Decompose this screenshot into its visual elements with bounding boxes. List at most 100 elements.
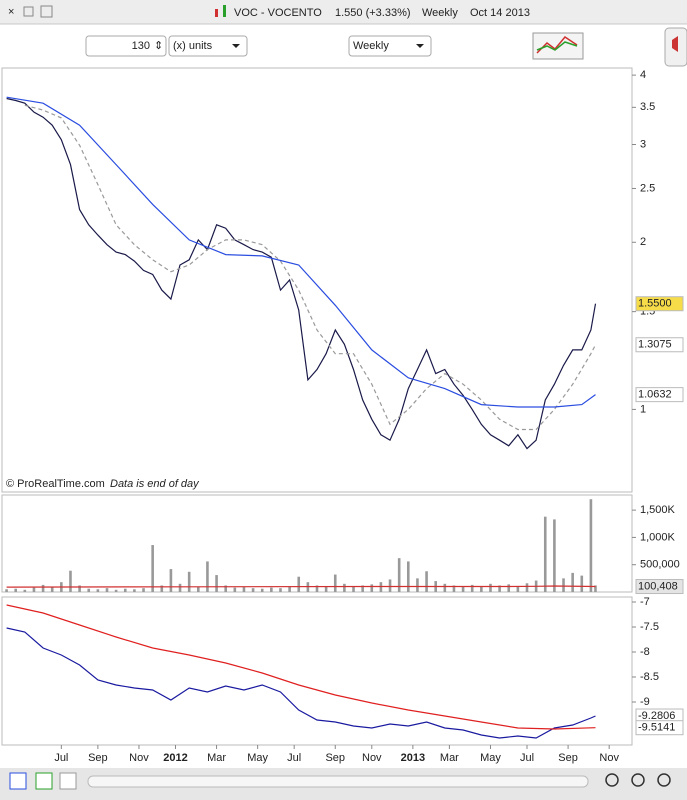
volume-bar xyxy=(260,588,264,592)
series-line xyxy=(6,96,596,408)
volume-bar xyxy=(525,583,529,592)
volume-bar xyxy=(160,585,164,592)
volume-bar xyxy=(187,571,191,592)
panel-frame xyxy=(1,494,633,593)
x-tick-label: Nov xyxy=(129,752,149,764)
volume-bar xyxy=(470,584,474,592)
title-bar xyxy=(0,0,687,24)
period: Weekly xyxy=(422,7,458,19)
volume-bar xyxy=(543,516,547,592)
y-tick-label: -8 xyxy=(640,646,650,658)
volume-bar xyxy=(142,588,145,592)
volume-bar xyxy=(589,499,593,592)
end-label: 1.3075 xyxy=(638,339,672,351)
volume-bar xyxy=(416,578,419,592)
symbol: VOC - VOCENTO xyxy=(234,7,322,19)
volume-bar xyxy=(197,586,200,592)
volume-bar xyxy=(178,583,182,592)
zoom-in-button[interactable] xyxy=(657,773,671,787)
units-count: 130 xyxy=(132,40,150,52)
volume-bar xyxy=(14,588,17,592)
volume-bar xyxy=(78,585,81,592)
units-count-input[interactable] xyxy=(85,35,167,57)
volume-bar xyxy=(297,576,301,592)
end-label-box xyxy=(635,337,684,353)
end-label: -9.5141 xyxy=(638,722,675,734)
volume-bar xyxy=(461,586,465,592)
end-label: 1.0632 xyxy=(638,389,672,401)
volume-bar xyxy=(594,585,597,592)
tool-button[interactable] xyxy=(59,772,77,790)
end-label: 100,408 xyxy=(638,580,678,592)
y-tick-label: 2 xyxy=(640,236,646,248)
y-tick-label: -7 xyxy=(640,596,650,608)
x-tick-label: Jul xyxy=(287,752,301,764)
x-tick-label: May xyxy=(480,752,501,764)
volume-bar xyxy=(580,575,584,592)
units: (x) units xyxy=(173,40,213,52)
volume-bar xyxy=(498,585,501,592)
y-tick-label: 3.5 xyxy=(640,101,655,113)
end-label-box xyxy=(635,387,684,403)
close-button[interactable]: × xyxy=(8,6,14,18)
y-tick-label: 1,000K xyxy=(640,531,676,543)
y-tick-label: 1 xyxy=(640,403,646,415)
volume-bar xyxy=(215,575,218,592)
volume-bar xyxy=(279,588,282,592)
x-tick-label: 2012 xyxy=(163,752,187,764)
x-tick-label: Mar xyxy=(207,752,226,764)
volume-bar xyxy=(87,588,91,592)
y-tick-label: 1,500K xyxy=(640,504,676,516)
y-tick-label: -7.5 xyxy=(640,621,659,633)
volume-bar xyxy=(123,588,127,592)
volume-bar xyxy=(23,589,27,592)
zoom-button[interactable] xyxy=(605,773,619,787)
volume-bar xyxy=(206,561,209,592)
minimize-button[interactable] xyxy=(23,6,34,17)
y-tick-label: 500,000 xyxy=(640,559,680,571)
volume-bar xyxy=(69,570,72,592)
volume-bar xyxy=(288,586,291,592)
y-tick-label: -8.5 xyxy=(640,671,659,683)
volume-bar xyxy=(114,589,118,592)
x-tick-label: Jul xyxy=(54,752,68,764)
volume-bar xyxy=(242,587,246,592)
zoom-out-button[interactable] xyxy=(631,773,645,787)
scrollbar[interactable] xyxy=(87,775,589,788)
volume-bar xyxy=(233,587,237,592)
timeframe-dropdown[interactable] xyxy=(348,35,432,57)
volume-bar xyxy=(352,586,355,592)
series-line xyxy=(24,104,597,431)
y-tick-label: 3 xyxy=(640,138,646,150)
volume-bar xyxy=(324,586,328,592)
annotation: © ProRealTime.com xyxy=(6,478,105,490)
series-line xyxy=(6,604,596,730)
stepper[interactable]: ⇕ xyxy=(154,40,163,52)
y-tick-label: 2.5 xyxy=(640,182,655,194)
candle-icon xyxy=(223,5,226,17)
volume-bar xyxy=(5,589,8,592)
tab-icon xyxy=(672,36,678,52)
dropdown-arrow xyxy=(232,44,240,48)
units-dropdown[interactable] xyxy=(168,35,248,57)
tool-button[interactable] xyxy=(35,772,53,790)
indicator-icon xyxy=(536,41,578,51)
volume-bar xyxy=(452,585,456,592)
series-line xyxy=(6,627,596,739)
end-label-box xyxy=(635,579,684,595)
volume-bar xyxy=(41,584,45,592)
volume-bar xyxy=(443,583,447,592)
volume-bar xyxy=(315,585,319,592)
end-label-box xyxy=(635,720,684,736)
volume-bar xyxy=(343,583,346,592)
volume-bar xyxy=(133,589,136,592)
x-tick-label: 2013 xyxy=(401,752,425,764)
tool-button[interactable] xyxy=(9,772,27,790)
x-tick-label: Sep xyxy=(88,752,108,764)
series-line xyxy=(6,585,596,588)
volume-bar xyxy=(480,585,483,592)
maximize-button[interactable] xyxy=(40,5,53,18)
x-tick-label: Nov xyxy=(362,752,382,764)
